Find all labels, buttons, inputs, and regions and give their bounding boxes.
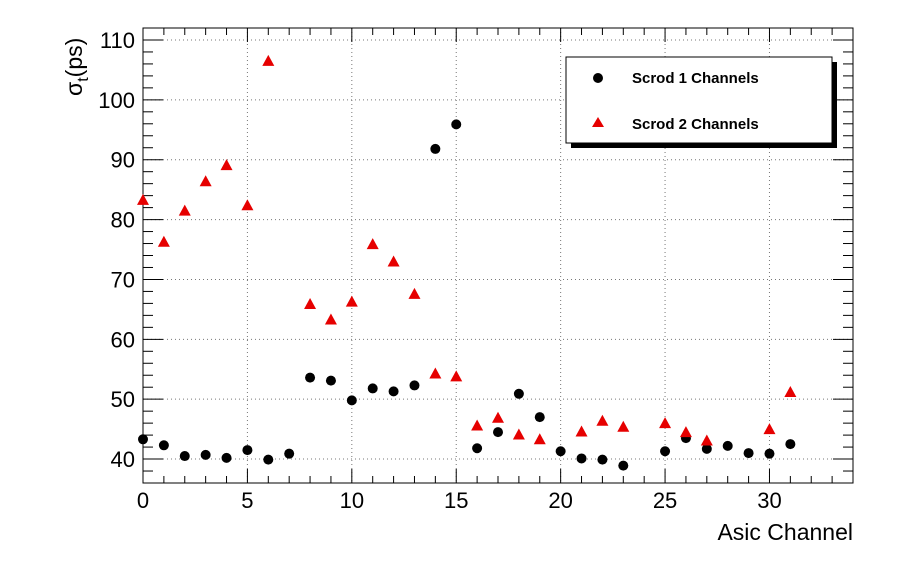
y-tick-label: 90 — [111, 148, 135, 173]
x-tick-label: 25 — [653, 488, 677, 513]
point-scrod-1 — [284, 448, 295, 459]
point-scrod-2 — [137, 193, 149, 205]
point-scrod-1 — [513, 388, 524, 399]
point-scrod-2 — [471, 419, 484, 431]
point-scrod-1 — [242, 445, 253, 456]
point-scrod-2 — [784, 386, 797, 397]
legend-box — [565, 56, 833, 144]
point-scrod-1 — [263, 454, 274, 465]
y-tick-label: 60 — [111, 327, 135, 352]
point-scrod-1 — [325, 375, 336, 386]
y-tick-label: 40 — [111, 447, 135, 472]
point-scrod-2 — [387, 255, 400, 267]
legend-marker-scrod-2 — [592, 117, 604, 127]
point-scrod-1 — [743, 448, 754, 459]
point-scrod-2 — [178, 204, 191, 216]
point-scrod-1 — [158, 440, 169, 451]
point-scrod-2 — [345, 295, 358, 307]
legend-label-scrod-1: Scrod 1 Channels — [632, 70, 759, 87]
point-scrod-1 — [138, 434, 148, 445]
x-tick-labels: 0 5 10 15 20 25 30 — [137, 488, 782, 513]
point-scrod-1 — [618, 460, 629, 471]
point-scrod-2 — [596, 414, 609, 426]
point-scrod-1 — [409, 380, 420, 391]
point-scrod-2 — [700, 434, 713, 446]
y-tick-label: 70 — [111, 267, 135, 292]
point-scrod-2 — [241, 199, 254, 211]
point-scrod-2 — [429, 367, 442, 379]
point-scrod-2 — [157, 235, 170, 247]
y-tick-label: 100 — [98, 88, 135, 113]
point-scrod-1 — [367, 383, 378, 394]
point-scrod-1 — [597, 454, 608, 465]
point-scrod-2 — [220, 159, 233, 171]
legend-label-scrod-2: Scrod 2 Channels — [632, 116, 759, 133]
point-scrod-1 — [555, 446, 566, 457]
point-scrod-2 — [763, 423, 776, 435]
point-scrod-1 — [430, 143, 441, 154]
point-scrod-1 — [451, 119, 462, 130]
plot-frame — [142, 27, 854, 484]
point-scrod-2 — [512, 428, 525, 440]
point-scrod-2 — [324, 313, 337, 325]
point-scrod-1 — [493, 427, 503, 438]
point-scrod-1 — [305, 372, 316, 383]
point-scrod-1 — [388, 386, 399, 397]
point-scrod-1 — [200, 449, 211, 460]
x-axis-title: Asic Channel — [717, 519, 853, 545]
point-scrod-1 — [472, 443, 483, 454]
point-scrod-2 — [199, 175, 212, 187]
x-tick-label: 15 — [444, 488, 468, 513]
legend: Scrod 1 Channels Scrod 2 Channels — [565, 56, 837, 148]
point-scrod-1 — [701, 443, 712, 454]
y-tick-label: 110 — [100, 28, 135, 53]
point-scrod-2 — [366, 238, 379, 250]
point-scrod-2 — [533, 433, 546, 445]
point-scrod-2 — [492, 411, 504, 423]
point-scrod-1 — [576, 453, 587, 464]
y-tick-labels: 40 50 60 70 80 90 100 110 — [98, 28, 135, 472]
x-tick-label: 30 — [757, 488, 781, 513]
point-scrod-1 — [660, 446, 671, 457]
data-points — [137, 54, 797, 471]
point-scrod-2 — [262, 54, 275, 66]
legend-marker-scrod-1 — [593, 73, 603, 83]
y-axis-title-symbol: σ — [61, 82, 87, 96]
point-scrod-2 — [408, 287, 421, 299]
x-tick-label: 20 — [548, 488, 572, 513]
point-scrod-2 — [617, 420, 630, 432]
y-axis-title-unit: (ps) — [61, 38, 87, 78]
point-scrod-1 — [534, 412, 545, 423]
y-tick-label: 80 — [111, 208, 135, 233]
y-axis-title: σt(ps) — [61, 38, 92, 96]
point-scrod-1 — [785, 439, 796, 450]
point-scrod-1 — [722, 440, 733, 451]
point-scrod-1 — [764, 448, 775, 459]
point-scrod-2 — [450, 370, 463, 382]
point-scrod-1 — [179, 451, 190, 462]
point-scrod-2 — [304, 297, 317, 309]
x-tick-label: 5 — [241, 488, 253, 513]
y-axis-title-subscript: t — [75, 77, 92, 82]
point-scrod-1 — [346, 395, 357, 406]
x-tick-label: 0 — [137, 488, 149, 513]
y-tick-label: 50 — [111, 387, 135, 412]
axis-ticks — [142, 27, 854, 484]
point-scrod-2 — [659, 417, 672, 429]
point-scrod-2 — [679, 426, 692, 438]
point-scrod-2 — [575, 425, 588, 437]
x-tick-label: 10 — [340, 488, 364, 513]
point-scrod-1 — [221, 452, 232, 463]
